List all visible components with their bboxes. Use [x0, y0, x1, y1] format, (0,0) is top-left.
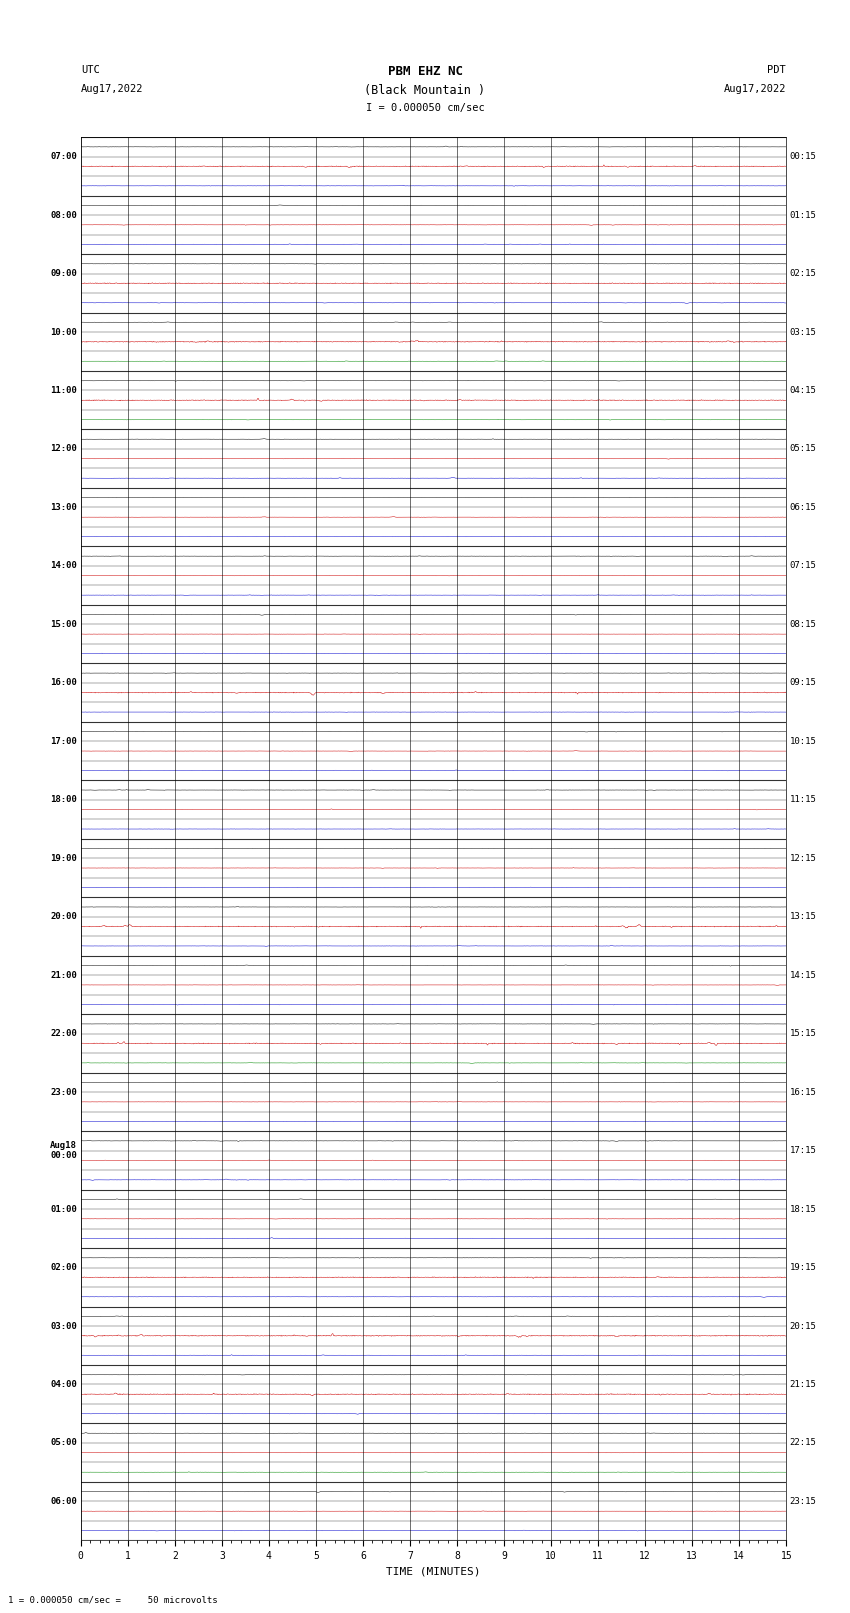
Text: 10:00: 10:00: [50, 327, 77, 337]
Text: 07:00: 07:00: [50, 152, 77, 161]
Text: 12:00: 12:00: [50, 445, 77, 453]
Text: 04:15: 04:15: [790, 386, 817, 395]
Text: Aug18
00:00: Aug18 00:00: [50, 1140, 77, 1160]
Text: 08:00: 08:00: [50, 211, 77, 219]
Text: 1 = 0.000050 cm/sec =     50 microvolts: 1 = 0.000050 cm/sec = 50 microvolts: [8, 1595, 218, 1605]
Text: 15:15: 15:15: [790, 1029, 817, 1039]
Text: 06:00: 06:00: [50, 1497, 77, 1507]
Text: PBM EHZ NC: PBM EHZ NC: [388, 65, 462, 77]
Text: 09:15: 09:15: [790, 679, 817, 687]
Text: 13:15: 13:15: [790, 913, 817, 921]
Text: Aug17,2022: Aug17,2022: [81, 84, 144, 94]
Text: 21:00: 21:00: [50, 971, 77, 979]
Text: 15:00: 15:00: [50, 619, 77, 629]
Text: 23:15: 23:15: [790, 1497, 817, 1507]
Text: 20:00: 20:00: [50, 913, 77, 921]
Text: Aug17,2022: Aug17,2022: [723, 84, 786, 94]
Text: I = 0.000050 cm/sec: I = 0.000050 cm/sec: [366, 103, 484, 113]
Text: 22:00: 22:00: [50, 1029, 77, 1039]
Text: 06:15: 06:15: [790, 503, 817, 511]
Text: 03:00: 03:00: [50, 1321, 77, 1331]
Text: 20:15: 20:15: [790, 1321, 817, 1331]
Text: 03:15: 03:15: [790, 327, 817, 337]
Text: 07:15: 07:15: [790, 561, 817, 571]
Text: 12:15: 12:15: [790, 853, 817, 863]
Text: 22:15: 22:15: [790, 1439, 817, 1447]
Text: 17:00: 17:00: [50, 737, 77, 745]
Text: (Black Mountain ): (Black Mountain ): [365, 84, 485, 97]
Text: 19:00: 19:00: [50, 853, 77, 863]
Text: 01:00: 01:00: [50, 1205, 77, 1213]
Text: 23:00: 23:00: [50, 1087, 77, 1097]
Text: 05:15: 05:15: [790, 445, 817, 453]
Text: 00:15: 00:15: [790, 152, 817, 161]
Text: 18:00: 18:00: [50, 795, 77, 805]
Text: 14:15: 14:15: [790, 971, 817, 979]
Text: 11:00: 11:00: [50, 386, 77, 395]
Text: 17:15: 17:15: [790, 1147, 817, 1155]
Text: 13:00: 13:00: [50, 503, 77, 511]
Text: 02:15: 02:15: [790, 269, 817, 277]
Text: 01:15: 01:15: [790, 211, 817, 219]
Text: 11:15: 11:15: [790, 795, 817, 805]
Text: 16:15: 16:15: [790, 1087, 817, 1097]
X-axis label: TIME (MINUTES): TIME (MINUTES): [386, 1566, 481, 1576]
Text: 21:15: 21:15: [790, 1381, 817, 1389]
Text: 16:00: 16:00: [50, 679, 77, 687]
Text: 10:15: 10:15: [790, 737, 817, 745]
Text: 14:00: 14:00: [50, 561, 77, 571]
Text: 04:00: 04:00: [50, 1381, 77, 1389]
Text: 19:15: 19:15: [790, 1263, 817, 1273]
Text: UTC: UTC: [81, 65, 99, 74]
Text: 05:00: 05:00: [50, 1439, 77, 1447]
Text: 18:15: 18:15: [790, 1205, 817, 1213]
Text: 08:15: 08:15: [790, 619, 817, 629]
Text: 09:00: 09:00: [50, 269, 77, 277]
Text: PDT: PDT: [768, 65, 786, 74]
Text: 02:00: 02:00: [50, 1263, 77, 1273]
